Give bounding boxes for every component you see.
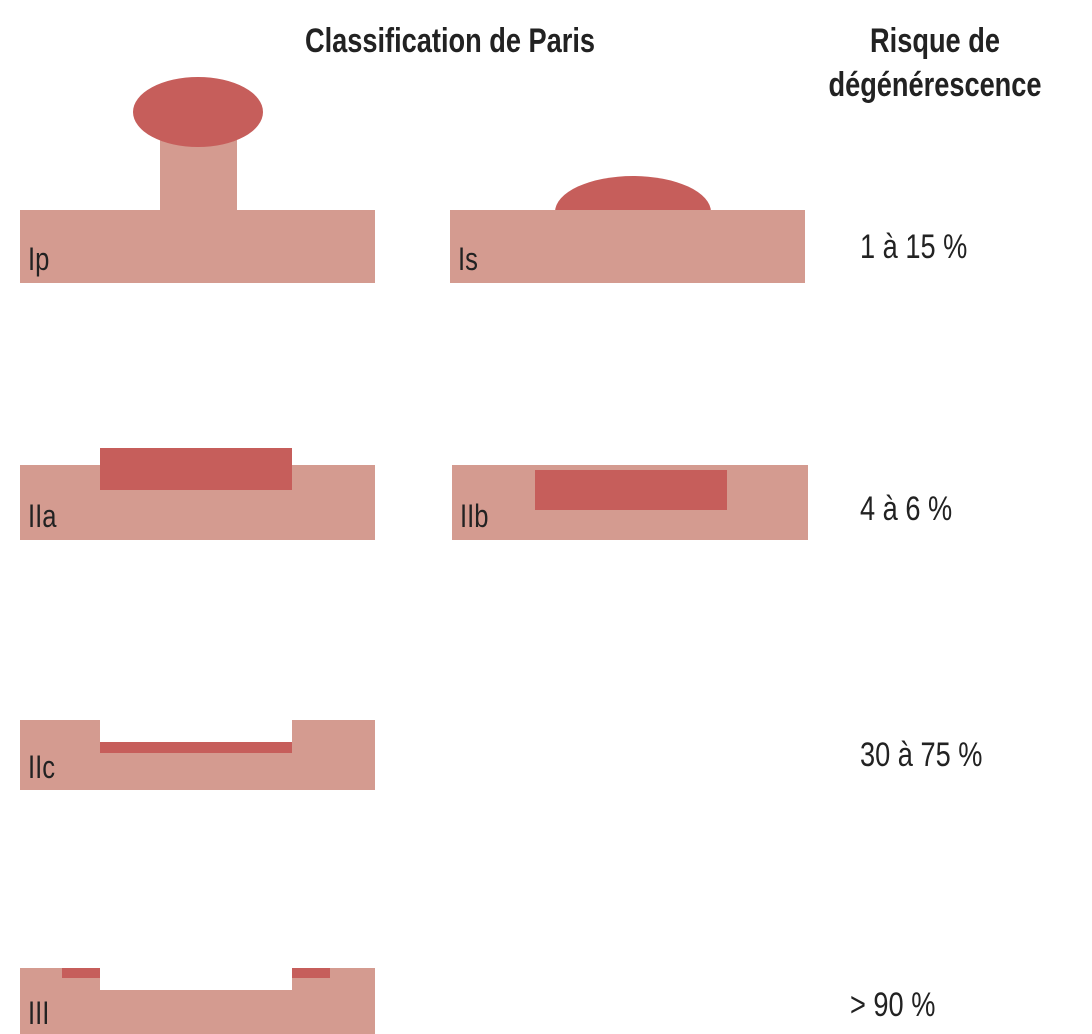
lesion <box>535 470 727 510</box>
lesion <box>133 77 263 147</box>
shape-iia <box>20 448 375 540</box>
lesion <box>555 176 711 212</box>
lesion <box>292 968 330 978</box>
risk-value: 1 à 15 % <box>860 227 967 266</box>
type-label: III <box>28 996 49 1031</box>
risk-value: > 90 % <box>850 985 935 1024</box>
risk-title: dégénérescence <box>828 65 1041 104</box>
lesion <box>100 448 292 490</box>
risk-value: 4 à 6 % <box>860 489 952 528</box>
shape-iic <box>20 720 375 790</box>
shape-is <box>450 176 805 283</box>
risk-value: 30 à 75 % <box>860 735 982 774</box>
lesion <box>100 742 292 753</box>
type-label: IIc <box>28 750 55 785</box>
type-label: IIb <box>460 499 488 534</box>
mucosa <box>450 210 805 283</box>
mucosa <box>20 210 375 283</box>
shape-iib <box>452 465 808 540</box>
shape-iii <box>20 968 375 1034</box>
title: Classification de Paris <box>305 21 595 60</box>
mucosa <box>20 720 375 790</box>
type-label: IIa <box>28 499 57 534</box>
lesion <box>62 968 100 978</box>
risk-title: Risque de <box>870 21 1000 60</box>
type-label: Ip <box>28 242 49 277</box>
shape-ip <box>20 77 375 283</box>
diagram: Classification de Paris Risque de dégéné… <box>0 0 1092 1034</box>
type-label: Is <box>458 242 478 277</box>
